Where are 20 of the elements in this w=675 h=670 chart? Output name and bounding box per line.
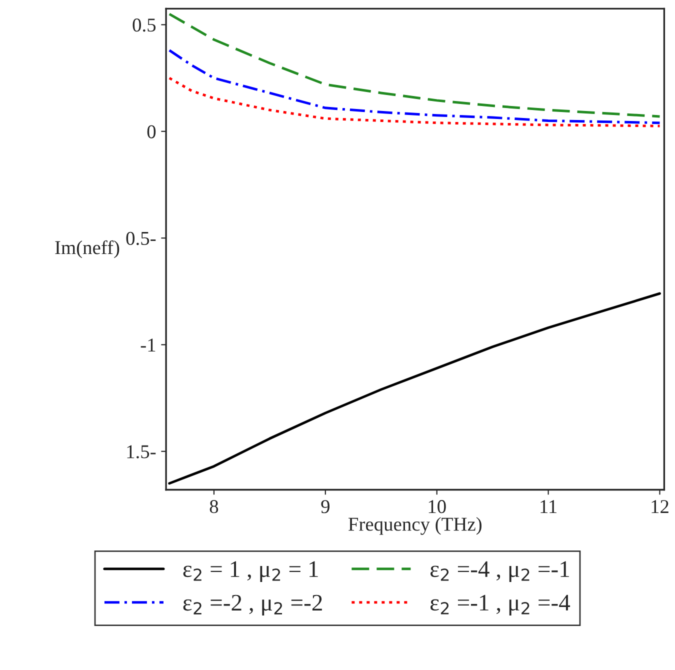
- y-tick-label: 0.5: [132, 18, 156, 32]
- x-tick-label: 8: [210, 500, 218, 514]
- legend-label: ε$_{2}$ =-4 , μ$_{2}$ =-1: [430, 561, 569, 582]
- line-series: [168, 76, 661, 128]
- x-tick-label: 10: [428, 500, 446, 514]
- y-tick-label: 1.5-: [127, 445, 156, 458]
- y-tick-label: 0: [147, 125, 156, 138]
- x-tick-label: 11: [540, 500, 556, 513]
- y-tick-label: 0.5-: [126, 232, 156, 246]
- x-axis-title: Frequency (THz): [348, 517, 482, 535]
- y-axis-title: Im(neff): [55, 240, 120, 258]
- x-tick-label: 12: [652, 500, 668, 513]
- legend-label: ε$_{2}$ =-1 , μ$_{2}$ =-4: [430, 594, 570, 616]
- x-tick-label: 9: [321, 500, 330, 514]
- legend-label: ε$_{2}$ = 1 , μ$_{2}$ = 1: [183, 561, 318, 582]
- legend-label: ε$_{2}$ =-2 , μ$_{2}$ =-2: [183, 594, 322, 616]
- y-tick-label: -1: [140, 338, 156, 352]
- line-series: [168, 292, 661, 485]
- line-series: [168, 12, 661, 118]
- line-series: [168, 49, 661, 124]
